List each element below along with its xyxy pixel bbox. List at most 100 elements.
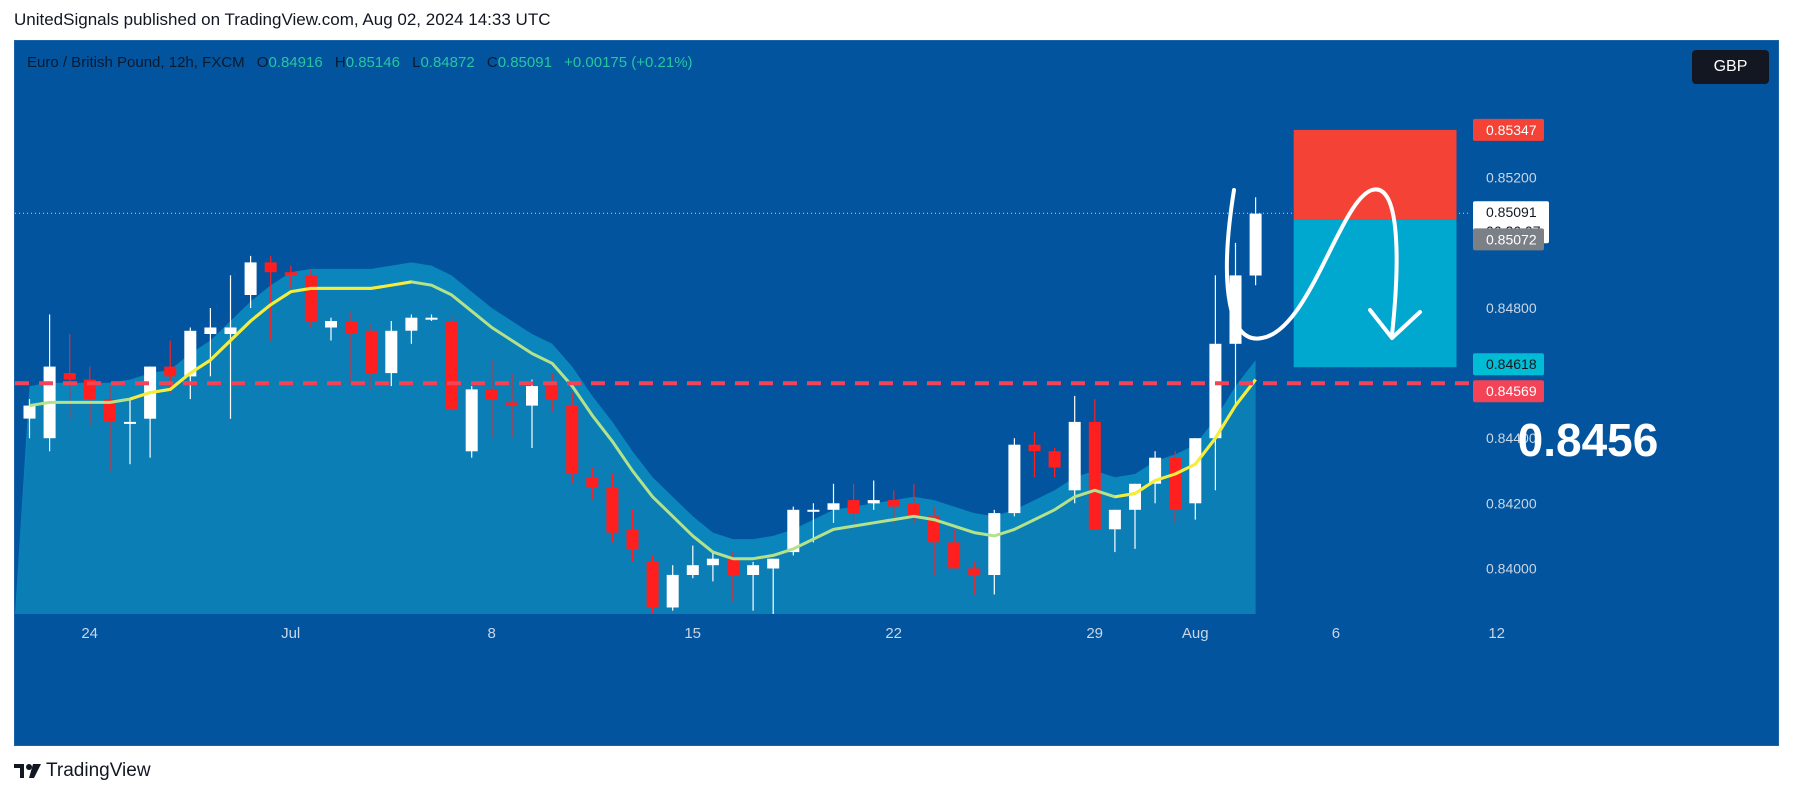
x-tick-label: 29	[1086, 625, 1103, 642]
candle-body	[224, 327, 237, 334]
price-labels: 0.853470.8509106:26:070.850720.846180.84…	[1473, 118, 1549, 403]
candle-body	[465, 389, 478, 452]
candle-body	[103, 399, 116, 422]
currency-button[interactable]: GBP	[1692, 50, 1769, 84]
candle-body	[1169, 457, 1182, 510]
candle-body	[1189, 438, 1202, 504]
level-price-value: 0.84569	[1486, 383, 1537, 399]
candle-body	[928, 516, 940, 543]
candle-body	[706, 558, 719, 566]
target-annotation-text: 0.8456	[1518, 414, 1659, 466]
candle-body	[1048, 451, 1061, 468]
candle-body	[988, 513, 1001, 575]
y-tick-label: 0.84000	[1486, 560, 1537, 576]
candle-body	[445, 321, 458, 409]
x-tick-label: 24	[81, 625, 98, 642]
candle-body	[727, 558, 739, 575]
symbol-name: Euro / British Pound, 12h, FXCM	[27, 54, 245, 71]
candle-body	[686, 565, 699, 575]
x-tick-label: 12	[1488, 625, 1505, 642]
candle-body	[526, 386, 538, 406]
candle-body	[1209, 343, 1222, 439]
candle-body	[1229, 275, 1242, 344]
candle-body	[586, 477, 599, 488]
y-tick-label: 0.84400	[1486, 430, 1537, 446]
candle-body	[1028, 444, 1041, 452]
level-price-tag	[1473, 380, 1544, 403]
candle-body	[63, 373, 76, 380]
x-tick-label: 6	[1332, 625, 1340, 642]
candle-body	[1068, 421, 1081, 491]
candle-body	[787, 509, 800, 553]
open-key: O	[256, 54, 269, 71]
candle-body	[887, 500, 900, 507]
candle-body	[606, 487, 619, 533]
candle-body	[847, 500, 860, 514]
y-tick-label: 0.84800	[1486, 300, 1537, 316]
candle-body	[345, 321, 358, 334]
y-tick-label: 0.84200	[1486, 495, 1537, 511]
stop-loss-zone	[1293, 129, 1457, 220]
candle-body	[747, 565, 760, 575]
arrow-head	[1368, 308, 1422, 340]
ma-band-layer	[15, 262, 1256, 614]
candle-body	[1129, 483, 1141, 510]
take-profit-zone	[1293, 219, 1457, 368]
candle-body	[425, 317, 438, 320]
candle-body	[546, 386, 559, 400]
low-key: L	[412, 54, 421, 71]
publisher-line: UnitedSignals published on TradingView.c…	[14, 10, 551, 29]
candle-body	[124, 421, 136, 424]
low-value: 0.84872	[420, 54, 475, 71]
candle-body	[1149, 457, 1162, 484]
tradingview-logo-icon	[14, 764, 41, 778]
x-tick-label: Jul	[281, 625, 300, 642]
target-price-tag	[1473, 353, 1544, 376]
y-tick-label: 0.85200	[1486, 170, 1537, 186]
moving-average-rising-segment	[1114, 378, 1257, 499]
candle-body	[566, 405, 579, 474]
short-position-tool	[1224, 129, 1457, 368]
candle-body	[807, 509, 820, 512]
candle-body	[405, 317, 418, 331]
candle-body	[646, 561, 659, 608]
candle-body	[767, 558, 780, 569]
candle-body	[948, 542, 961, 569]
candle-body	[827, 503, 840, 510]
target-price-value: 0.84618	[1486, 356, 1537, 372]
footer-brand[interactable]: TradingView	[14, 760, 151, 782]
candle-body	[325, 321, 337, 328]
candle-body	[365, 330, 378, 374]
change-value: +0.00175 (+0.21%)	[564, 54, 693, 71]
stop-price-tag	[1473, 118, 1544, 141]
candle-body	[505, 402, 518, 406]
candle-body	[1088, 421, 1101, 530]
candle-body	[23, 405, 36, 419]
time-axis: 24 Jul 8 15 22 29 Aug 6 12	[81, 625, 1505, 642]
last-price-value: 0.85091	[1486, 204, 1537, 220]
high-key: H	[334, 54, 346, 71]
moving-average-rising-segment	[129, 280, 412, 401]
brand-name: TradingView	[46, 760, 151, 781]
candles-layer	[23, 197, 1262, 614]
ma-band-inner	[15, 281, 1256, 614]
price-axis: 0.84000 0.84200 0.84400 0.84800 0.85200	[1486, 170, 1537, 577]
candle-body	[184, 330, 197, 377]
candle-body	[1008, 444, 1021, 514]
candle-body	[626, 529, 639, 549]
close-key: C	[486, 54, 498, 71]
candle-body	[1108, 509, 1121, 530]
candle-body	[867, 500, 880, 504]
candle-body	[968, 568, 981, 575]
candle-body	[1249, 213, 1262, 276]
candle-body	[304, 275, 317, 321]
high-value: 0.85146	[345, 54, 400, 71]
candle-body	[204, 327, 217, 334]
candle-body	[385, 330, 398, 374]
entry-price-tag	[1473, 228, 1544, 251]
x-tick-label: 15	[684, 625, 701, 642]
symbol-legend: Euro / British Pound, 12h, FXCM O0.84916…	[27, 54, 693, 71]
moving-average-layer	[29, 280, 1257, 561]
x-tick-label: Aug	[1182, 625, 1209, 642]
